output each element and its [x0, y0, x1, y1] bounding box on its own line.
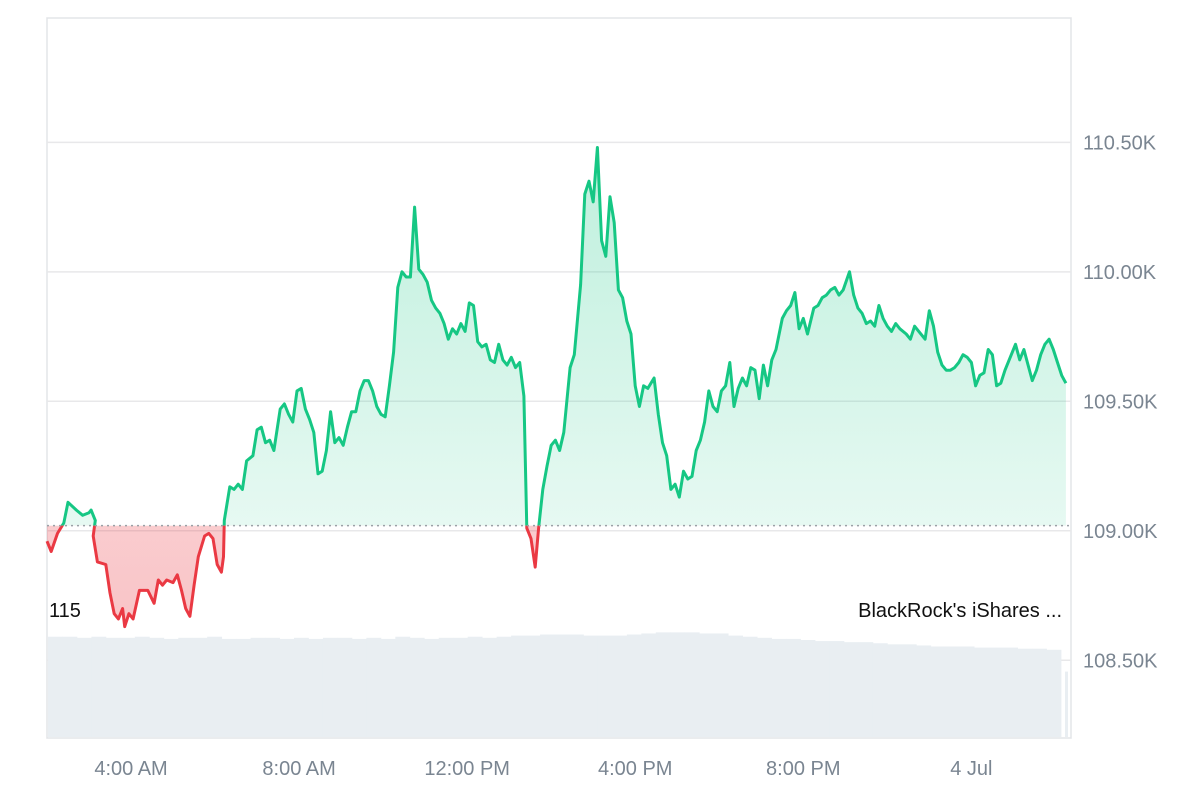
- volume-bar: [945, 646, 961, 737]
- price-area-down: [47, 525, 539, 627]
- volume-bar: [612, 635, 628, 737]
- volume-bar: [742, 636, 758, 737]
- volume-bar: [163, 638, 179, 737]
- volume-bar: [786, 638, 801, 737]
- volume-bars: [48, 632, 1068, 737]
- annotation-left: 115: [49, 600, 81, 622]
- volume-bar: [1065, 671, 1068, 737]
- volume-bar: [294, 637, 309, 737]
- volume-bar: [178, 637, 194, 737]
- volume-bar: [366, 637, 382, 737]
- volume-bar: [48, 636, 63, 737]
- volume-bar: [351, 638, 367, 737]
- volume-bar: [192, 637, 208, 737]
- x-tick-label: 4 Jul: [950, 758, 992, 780]
- volume-bar: [120, 637, 136, 737]
- volume-bar: [814, 641, 830, 737]
- volume-bar: [337, 637, 353, 737]
- volume-bar: [930, 646, 946, 737]
- x-tick-label: 12:00 PM: [424, 758, 510, 780]
- volume-bar: [467, 636, 483, 737]
- y-axis-labels: 110.50K 110.00K 109.50K 109.00K 108.50K: [1083, 132, 1158, 672]
- price-area-up: [47, 147, 1066, 526]
- x-tick-label: 8:00 PM: [766, 758, 840, 780]
- volume-bar: [858, 642, 874, 737]
- plot-frame: [46, 17, 1072, 739]
- volume-bar: [641, 633, 657, 737]
- volume-bar: [250, 637, 266, 737]
- volume-bar: [916, 645, 932, 737]
- volume-bar: [800, 639, 816, 737]
- y-tick-label: 110.50K: [1083, 132, 1157, 154]
- y-tick-label: 109.00K: [1083, 521, 1158, 543]
- x-tick-label: 4:00 AM: [94, 758, 167, 780]
- y-tick-label: 110.00K: [1083, 262, 1157, 284]
- volume-bar: [568, 634, 584, 737]
- volume-bar: [974, 647, 990, 737]
- volume-bar: [1046, 649, 1062, 737]
- volume-bar: [525, 635, 541, 737]
- volume-bar: [554, 634, 570, 737]
- volume-bar: [757, 637, 772, 737]
- y-tick-label: 108.50K: [1083, 650, 1158, 672]
- volume-bar: [728, 635, 744, 737]
- annotation-right: BlackRock's iShares ...: [858, 600, 1062, 622]
- volume-bar: [988, 647, 1004, 737]
- volume-bar: [887, 644, 903, 737]
- volume-bar: [713, 633, 729, 737]
- volume-bar: [670, 632, 686, 737]
- volume-bar: [221, 638, 237, 737]
- price-lines: [45, 146, 1068, 629]
- volume-bar: [699, 633, 715, 737]
- volume-bar: [655, 632, 671, 737]
- volume-bar: [1032, 648, 1047, 737]
- price-line-up: [60, 146, 1068, 526]
- x-tick-label: 8:00 AM: [262, 758, 335, 780]
- volume-bar: [540, 634, 555, 737]
- y-tick-label: 109.50K: [1083, 391, 1158, 413]
- volume-bar: [843, 642, 859, 737]
- volume-bar: [409, 637, 425, 737]
- volume-bar: [424, 638, 440, 737]
- volume-bar: [380, 638, 396, 737]
- volume-bar: [829, 641, 845, 737]
- volume-bar: [1017, 648, 1033, 737]
- volume-bar: [496, 636, 512, 737]
- volume-bar: [279, 638, 295, 737]
- volume-bar: [438, 637, 454, 737]
- volume-bar: [105, 637, 121, 737]
- volume-bar: [236, 638, 251, 737]
- volume-bar: [959, 646, 975, 737]
- volume-bar: [91, 636, 107, 737]
- volume-bar: [134, 636, 150, 737]
- volume-bar: [482, 637, 498, 737]
- volume-bar: [62, 636, 78, 737]
- x-tick-label: 4:00 PM: [598, 758, 672, 780]
- volume-bar: [583, 635, 599, 737]
- volume-bar: [308, 638, 324, 737]
- volume-bar: [322, 637, 338, 737]
- volume-bar: [511, 635, 526, 737]
- volume-bar: [149, 637, 165, 737]
- volume-bar: [1003, 647, 1018, 737]
- volume-bar: [76, 637, 92, 737]
- volume-bar: [395, 636, 411, 737]
- x-axis-labels: 4:00 AM 8:00 AM 12:00 PM 4:00 PM 8:00 PM 4 Ju…: [94, 758, 992, 780]
- volume-bar: [901, 644, 917, 737]
- volume-bar: [597, 635, 613, 737]
- volume-bar: [771, 638, 787, 737]
- volume-bar: [684, 632, 700, 737]
- volume-bar: [872, 643, 888, 737]
- volume-bar: [626, 634, 642, 737]
- volume-bar: [453, 637, 469, 737]
- price-area: [47, 147, 1066, 627]
- volume-bar: [207, 636, 223, 737]
- volume-bar: [265, 637, 280, 737]
